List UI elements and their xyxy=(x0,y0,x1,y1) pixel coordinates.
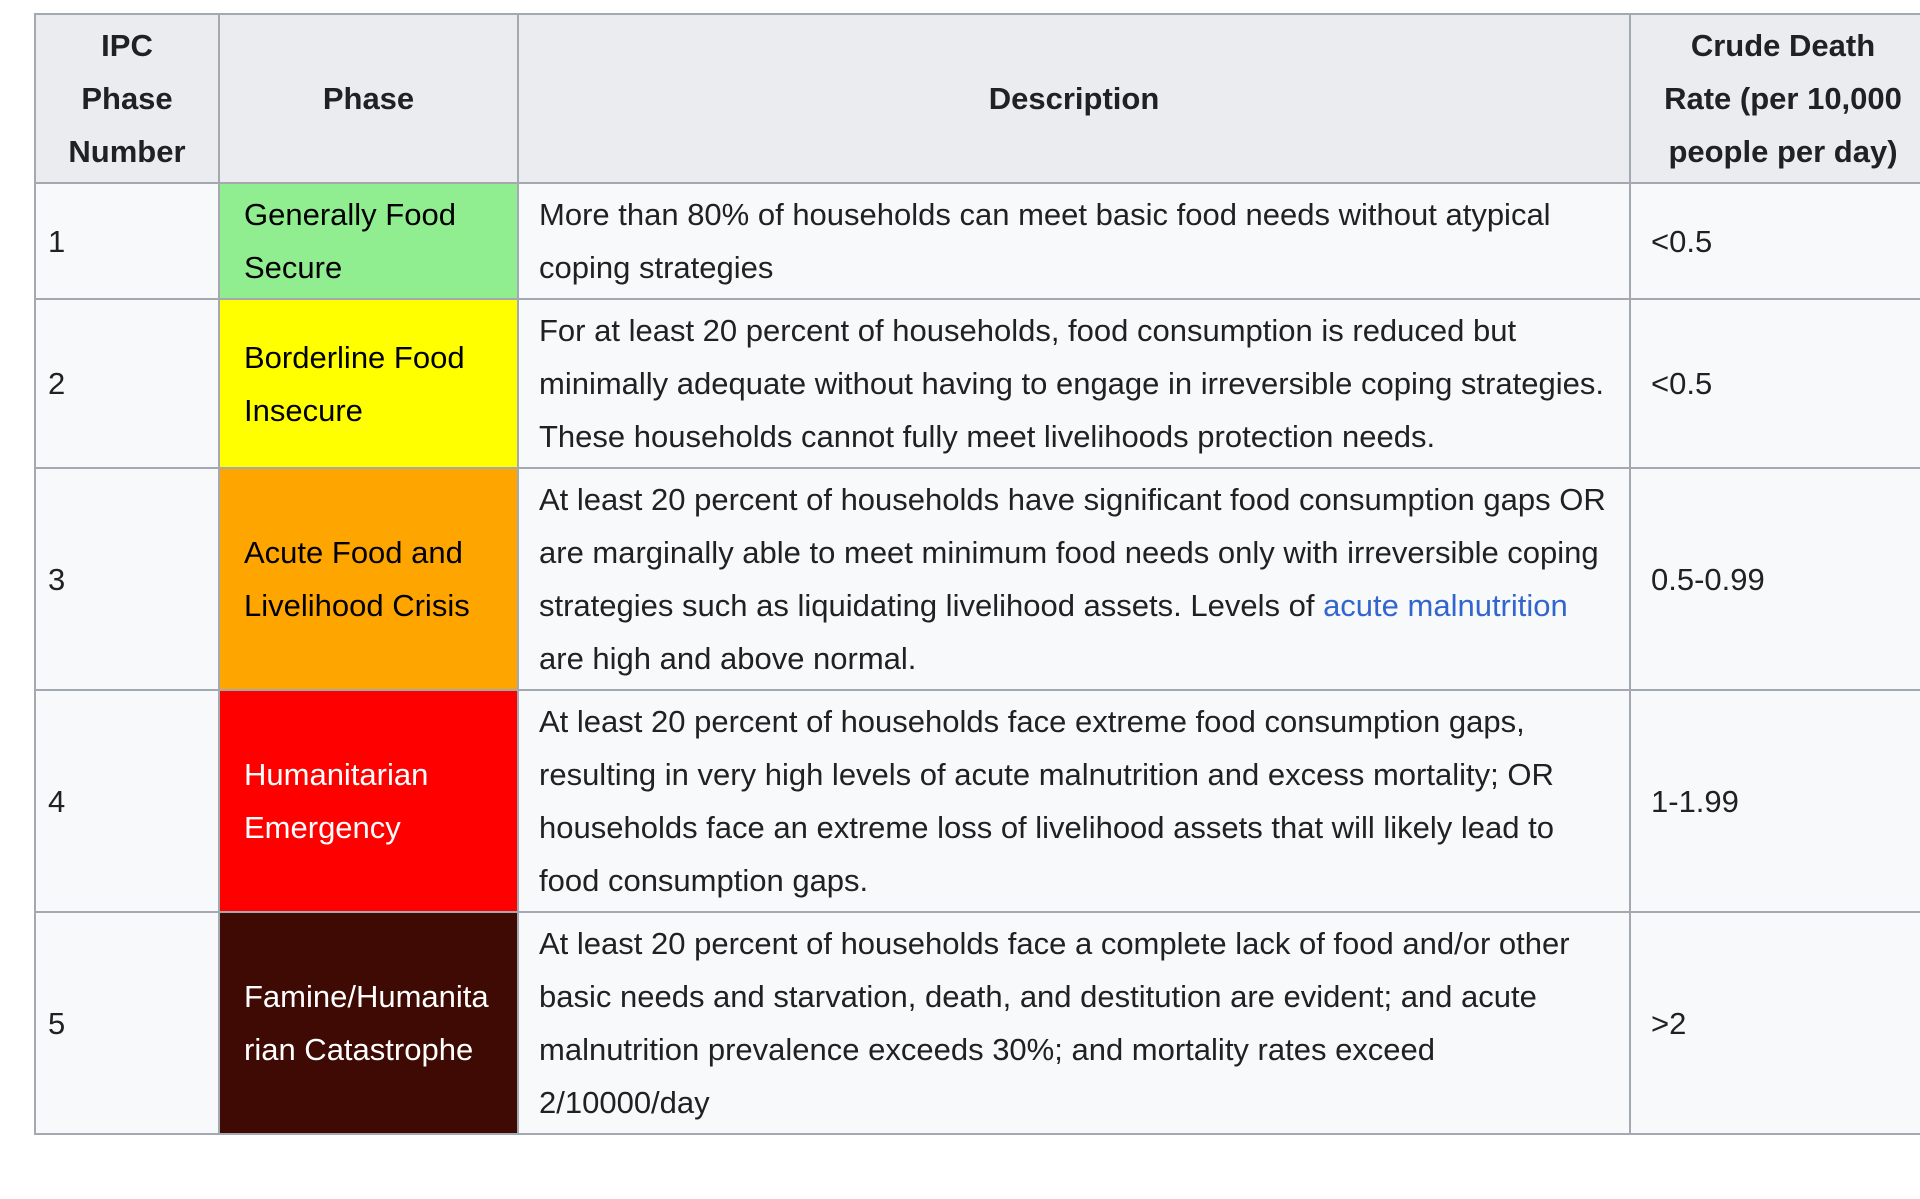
description-text: are high and above normal. xyxy=(539,641,917,676)
description-cell: More than 80% of households can meet bas… xyxy=(517,182,1631,300)
header-phase: Phase xyxy=(218,13,519,184)
crude-death-rate-cell: 0.5-0.99 xyxy=(1629,467,1920,691)
table-row: 5 Famine/Humanitarian Catastrophe At lea… xyxy=(34,911,1920,1135)
header-description: Description xyxy=(517,13,1631,184)
description-cell: At least 20 percent of households face e… xyxy=(517,689,1631,913)
description-text: More than 80% of households can meet bas… xyxy=(539,197,1551,285)
table-body: 1 Generally Food Secure More than 80% of… xyxy=(34,182,1920,1135)
ipc-phase-number-cell: 1 xyxy=(34,182,220,300)
description-text: At least 20 percent of households have s… xyxy=(539,482,1606,623)
description-cell: At least 20 percent of households have s… xyxy=(517,467,1631,691)
header-crude-death-rate: Crude Death Rate (per 10,000 people per … xyxy=(1629,13,1920,184)
acute-malnutrition-link[interactable]: acute malnutrition xyxy=(1323,588,1568,623)
table-header-row: IPC Phase Number Phase Description Crude… xyxy=(34,13,1920,184)
crude-death-rate-cell: <0.5 xyxy=(1629,298,1920,469)
crude-death-rate-cell: <0.5 xyxy=(1629,182,1920,300)
crude-death-rate-cell: >2 xyxy=(1629,911,1920,1135)
phase-cell: Generally Food Secure xyxy=(218,182,519,300)
description-cell: At least 20 percent of households face a… xyxy=(517,911,1631,1135)
description-text: For at least 20 percent of households, f… xyxy=(539,313,1604,454)
table-row: 2 Borderline Food Insecure For at least … xyxy=(34,298,1920,469)
ipc-phase-number-cell: 2 xyxy=(34,298,220,469)
ipc-phase-table: IPC Phase Number Phase Description Crude… xyxy=(34,13,1920,1135)
phase-cell: Acute Food and Livelihood Crisis xyxy=(218,467,519,691)
table-row: 3 Acute Food and Livelihood Crisis At le… xyxy=(34,467,1920,691)
ipc-phase-number-cell: 3 xyxy=(34,467,220,691)
phase-cell: Famine/Humanitarian Catastrophe xyxy=(218,911,519,1135)
phase-cell: Humanitarian Emergency xyxy=(218,689,519,913)
ipc-phase-number-cell: 5 xyxy=(34,911,220,1135)
table-row: 1 Generally Food Secure More than 80% of… xyxy=(34,182,1920,300)
table-row: 4 Humanitarian Emergency At least 20 per… xyxy=(34,689,1920,913)
description-text: At least 20 percent of households face e… xyxy=(539,704,1554,898)
header-ipc-phase-number: IPC Phase Number xyxy=(34,13,220,184)
ipc-phase-number-cell: 4 xyxy=(34,689,220,913)
description-text: At least 20 percent of households face a… xyxy=(539,926,1570,1120)
phase-cell: Borderline Food Insecure xyxy=(218,298,519,469)
crude-death-rate-cell: 1-1.99 xyxy=(1629,689,1920,913)
description-cell: For at least 20 percent of households, f… xyxy=(517,298,1631,469)
